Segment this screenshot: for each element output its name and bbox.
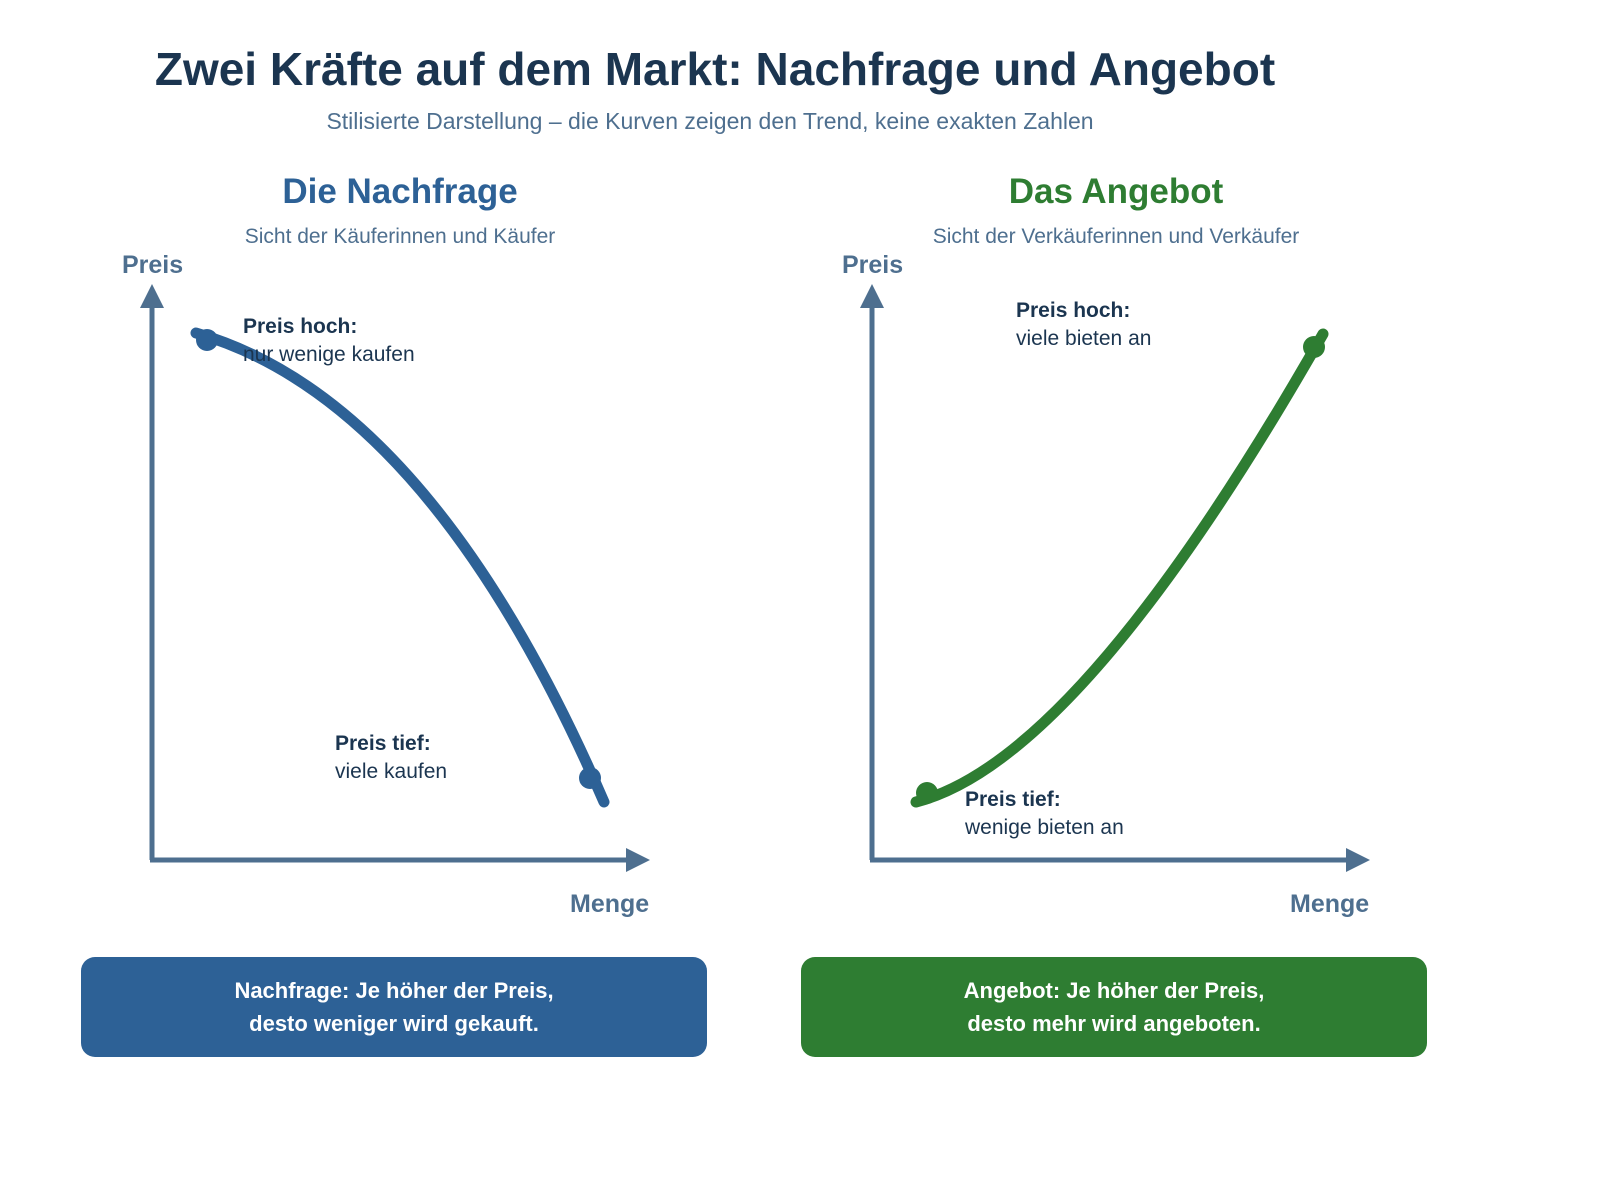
supply-summary-line2: desto mehr wird angeboten.: [967, 1011, 1261, 1036]
demand-x-axis-label: Menge: [570, 890, 650, 918]
supply-x-arrow: [1346, 848, 1370, 872]
supply-high-label: Preis hoch:: [1016, 299, 1131, 322]
demand-low-text: viele kaufen: [335, 760, 448, 783]
supply-high-annotation: Preis hoch: viele bieten an: [1016, 297, 1151, 353]
supply-summary-box: Angebot: Je höher der Preis, desto mehr …: [801, 957, 1427, 1057]
demand-high-text: nur wenige kaufen: [243, 343, 415, 366]
demand-summary-line1: Nachfrage: Je höher der Preis,: [234, 978, 554, 1003]
supply-y-axis-label: Preis: [842, 251, 904, 279]
demand-low-label: Preis tief:: [335, 732, 431, 755]
supply-high-price-point: [1303, 336, 1325, 358]
demand-high-price-point: [196, 329, 218, 351]
demand-y-arrow: [140, 284, 164, 308]
demand-summary-line2: desto weniger wird gekauft.: [249, 1011, 539, 1036]
demand-high-label: Preis hoch:: [243, 315, 358, 338]
demand-low-annotation: Preis tief: viele kaufen: [335, 730, 447, 786]
demand-axes: [140, 284, 650, 872]
supply-y-arrow: [860, 284, 884, 308]
supply-low-label: Preis tief:: [965, 788, 1061, 811]
supply-curve: [910, 328, 1329, 808]
page-subtitle: Stilisierte Darstellung – die Kurven zei…: [326, 108, 1094, 134]
supply-title: Das Angebot: [1008, 172, 1224, 211]
supply-low-annotation: Preis tief: wenige bieten an: [965, 786, 1124, 842]
demand-x-arrow: [626, 848, 650, 872]
supply-low-price-point: [916, 782, 938, 804]
demand-curve: [190, 327, 610, 808]
demand-high-annotation: Preis hoch: nur wenige kaufen: [243, 313, 415, 369]
demand-summary-box: Nachfrage: Je höher der Preis, desto wen…: [81, 957, 707, 1057]
supply-axes: [860, 284, 1370, 872]
supply-low-text: wenige bieten an: [965, 816, 1124, 839]
demand-y-axis-label: Preis: [122, 251, 184, 279]
supply-high-text: viele bieten an: [1016, 327, 1152, 350]
supply-subtitle: Sicht der Verkäuferinnen und Verkäufer: [932, 225, 1300, 248]
demand-low-price-point: [579, 767, 601, 789]
demand-title: Die Nachfrage: [282, 172, 518, 211]
demand-subtitle: Sicht der Käuferinnen und Käufer: [244, 225, 556, 248]
page-title: Zwei Kräfte auf dem Markt: Nachfrage und…: [154, 43, 1276, 95]
supply-x-axis-label: Menge: [1290, 890, 1370, 918]
supply-summary-line1: Angebot: Je höher der Preis,: [963, 978, 1265, 1003]
